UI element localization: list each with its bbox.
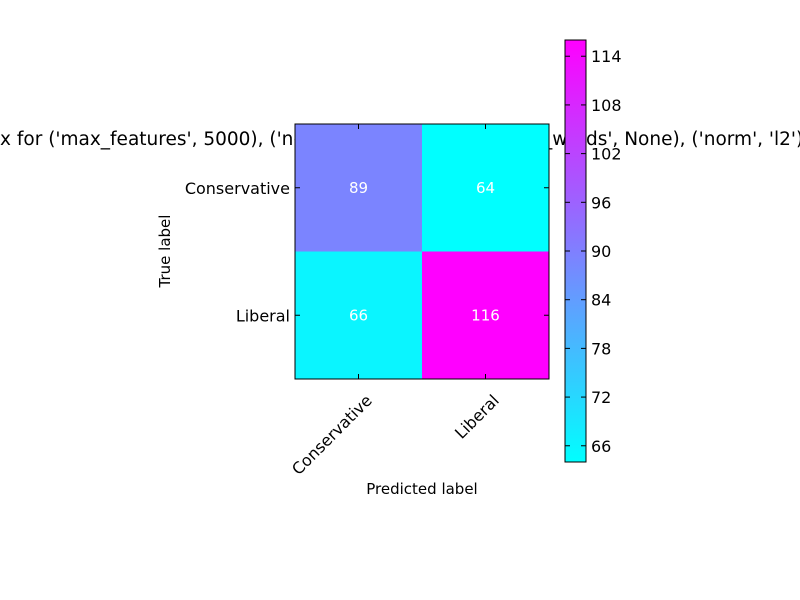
heatmap-cell-1-0 xyxy=(295,251,422,379)
x-tick-label-0: Conservative xyxy=(288,391,376,479)
y-axis-label: True label xyxy=(156,215,174,289)
colorbar-tick-label-3: 84 xyxy=(591,291,611,310)
cell-value-label-0-1: 64 xyxy=(476,179,495,197)
heatmap-cell-labels: 89 64 66 116 xyxy=(349,179,500,325)
cell-value-label-0-0: 89 xyxy=(349,179,368,197)
x-axis-label: Predicted label xyxy=(366,480,477,498)
y-tick-label-1: Liberal xyxy=(236,306,290,325)
heatmap-cell-0-1 xyxy=(422,124,549,252)
colorbar-tick-label-8: 114 xyxy=(591,47,622,66)
heatmap-cells xyxy=(295,124,549,379)
colorbar-tick-label-4: 90 xyxy=(591,242,611,261)
x-tick-label-1: Liberal xyxy=(451,391,503,443)
colorbar xyxy=(565,40,586,462)
colorbar-tick-label-2: 78 xyxy=(591,339,611,358)
cell-value-label-1-1: 116 xyxy=(471,306,500,324)
y-tick-label-0: Conservative xyxy=(185,179,290,198)
colorbar-tick-label-0: 66 xyxy=(591,437,611,456)
heatmap-cell-0-0 xyxy=(295,124,422,252)
colorbar-tick-label-5: 96 xyxy=(591,193,611,212)
plot-frame xyxy=(294,123,550,380)
cell-value-label-1-0: 66 xyxy=(349,306,368,324)
colorbar-tick-label-7: 108 xyxy=(591,96,622,115)
colorbar-ticks: 66 72 78 84 90 96 102 108 114 xyxy=(565,47,622,456)
heatmap-cell-1-1 xyxy=(422,251,549,379)
colorbar-tick-label-1: 72 xyxy=(591,388,611,407)
colorbar-tick-label-6: 102 xyxy=(591,145,622,164)
y-axis-ticks: Conservative Liberal xyxy=(185,179,549,325)
